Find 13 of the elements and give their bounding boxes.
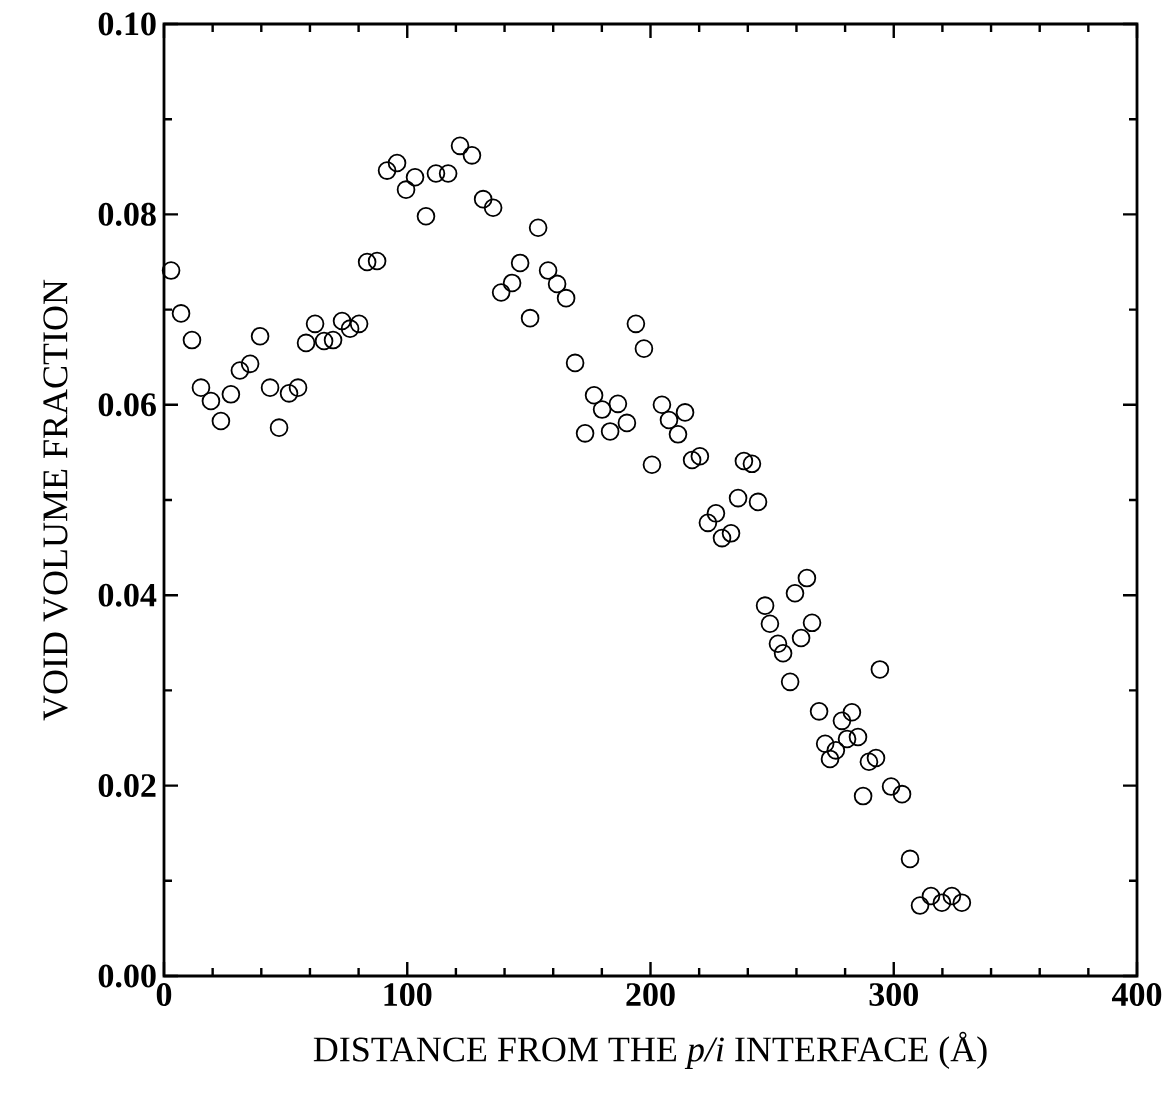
x-tick-label: 300 bbox=[869, 983, 918, 1007]
y-tick-label: 0.10 bbox=[98, 12, 156, 36]
y-tick-label: 0.02 bbox=[98, 774, 156, 798]
x-tick-label: 200 bbox=[626, 983, 675, 1007]
y-tick-label: 0.06 bbox=[98, 393, 156, 417]
x-tick-label: 100 bbox=[384, 983, 432, 1007]
y-tick-label: 0.00 bbox=[98, 964, 156, 988]
y-tick-label: 0.04 bbox=[98, 583, 157, 607]
y-axis-title: VOID VOLUME FRACTION bbox=[43, 279, 68, 721]
x-axis-title: DISTANCE FROM THE p/i INTERFACE (Å) bbox=[313, 1031, 987, 1069]
y-tick-label: 0.08 bbox=[98, 202, 156, 226]
x-tick-label: 400 bbox=[1111, 983, 1162, 1007]
x-tick-label: 0 bbox=[156, 983, 172, 1007]
